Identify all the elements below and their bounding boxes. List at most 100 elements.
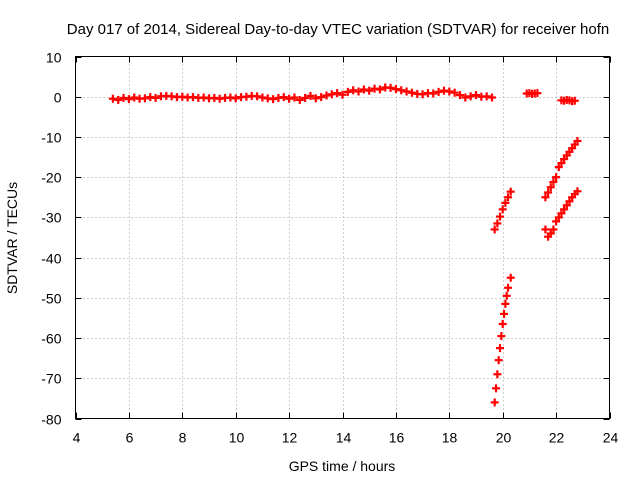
data-point	[306, 91, 315, 100]
data-point	[497, 332, 506, 341]
data-point	[506, 187, 515, 196]
data-point	[557, 209, 566, 218]
data-point	[333, 89, 342, 98]
data-point	[570, 96, 579, 105]
data-point	[490, 398, 499, 407]
data-point	[488, 93, 497, 102]
y-axis-label: SDTVAR / TECUs	[4, 182, 20, 294]
y-tick-label: -80	[41, 412, 61, 428]
x-tick-label: 22	[549, 430, 565, 446]
x-tick-label: 10	[229, 430, 245, 446]
x-tick-label: 4	[73, 430, 81, 446]
data-point	[402, 87, 411, 96]
data-point	[253, 92, 262, 101]
data-point	[472, 91, 480, 100]
data-point	[506, 273, 515, 282]
data-point	[573, 187, 582, 196]
data-point	[343, 87, 352, 96]
data-point	[386, 83, 395, 92]
data-point	[546, 183, 555, 192]
data-point	[317, 93, 326, 102]
data-point	[407, 88, 416, 97]
data-point	[295, 95, 304, 104]
data-point	[375, 85, 384, 94]
grid	[75, 56, 610, 419]
data-point	[541, 193, 550, 202]
data-point	[365, 86, 374, 95]
x-tick-labels: 4 6 8 10 12 14 16 18 20 22 24	[73, 430, 619, 446]
axis-ticks	[75, 56, 611, 420]
data-point	[482, 92, 491, 101]
data-point	[108, 94, 117, 103]
data-point	[354, 87, 363, 96]
data-point	[231, 94, 240, 103]
data-point	[565, 197, 574, 206]
data-point	[493, 219, 502, 228]
data-point	[391, 85, 400, 94]
data-point	[269, 95, 278, 104]
data-point	[557, 159, 566, 168]
data-point	[434, 87, 443, 96]
data-point	[492, 384, 501, 393]
data-point	[397, 86, 406, 95]
data-point	[501, 198, 510, 207]
data-point	[322, 91, 331, 100]
data-point	[498, 319, 507, 328]
x-tick-label: 14	[336, 430, 352, 446]
data-point	[504, 193, 513, 202]
data-point	[140, 94, 149, 103]
data-point	[533, 89, 542, 98]
data-point	[554, 163, 563, 172]
data-point	[496, 212, 505, 221]
data-point	[498, 205, 507, 214]
data-point	[461, 93, 470, 102]
data-point	[311, 94, 320, 103]
x-axis-label: GPS time / hours	[289, 458, 396, 474]
data-point	[549, 225, 558, 234]
data-point	[455, 91, 464, 100]
y-tick-label: -40	[41, 251, 61, 267]
y-tick-label: -10	[41, 130, 61, 146]
data-point	[554, 213, 563, 222]
data-point	[493, 370, 502, 379]
plot-frame	[75, 56, 610, 419]
y-tick-label: 0	[54, 90, 62, 106]
data-point	[349, 86, 358, 95]
data-point	[502, 291, 511, 300]
data-point	[285, 94, 294, 103]
y-tick-label: -70	[41, 371, 61, 387]
data-point	[290, 93, 299, 102]
data-point	[327, 90, 336, 99]
x-tick-label: 12	[282, 430, 298, 446]
x-tick-label: 16	[389, 430, 405, 446]
x-tick-label: 8	[179, 430, 187, 446]
data-point	[114, 95, 123, 104]
data-point	[552, 217, 561, 226]
data-point	[494, 356, 503, 365]
data-point	[124, 95, 133, 104]
data-point	[504, 283, 513, 292]
x-tick-label: 24	[603, 430, 619, 446]
data-point	[560, 205, 569, 214]
data-point	[541, 225, 550, 234]
chart-title: Day 017 of 2014, Sidereal Day-to-day VTE…	[67, 21, 609, 38]
data-point	[500, 309, 509, 318]
y-tick-label: -20	[41, 170, 61, 186]
data-point	[546, 229, 555, 238]
data-point	[151, 93, 160, 102]
data-point	[490, 225, 499, 234]
data-point	[279, 93, 288, 102]
data-point	[359, 85, 368, 94]
x-tick-label: 6	[126, 430, 134, 446]
data-points	[108, 83, 582, 407]
y-tick-label: -30	[41, 210, 61, 226]
data-point	[338, 90, 347, 99]
data-point	[429, 89, 438, 98]
data-point	[496, 344, 505, 353]
x-tick-label: 18	[442, 430, 458, 446]
y-tick-label: -60	[41, 331, 61, 347]
data-point	[445, 87, 454, 96]
data-point	[450, 88, 459, 97]
data-point	[418, 90, 427, 99]
